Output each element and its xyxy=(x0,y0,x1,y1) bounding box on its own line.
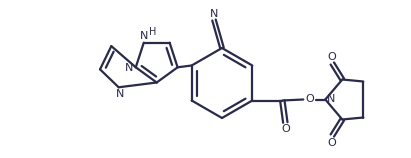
Text: O: O xyxy=(305,94,314,104)
Text: N: N xyxy=(140,31,148,41)
Text: N: N xyxy=(125,63,133,73)
Text: O: O xyxy=(327,52,336,61)
Text: H: H xyxy=(149,27,157,37)
Text: N: N xyxy=(115,89,124,99)
Text: O: O xyxy=(327,137,336,148)
Text: N: N xyxy=(210,9,218,19)
Text: N: N xyxy=(327,94,335,104)
Text: O: O xyxy=(281,125,290,134)
